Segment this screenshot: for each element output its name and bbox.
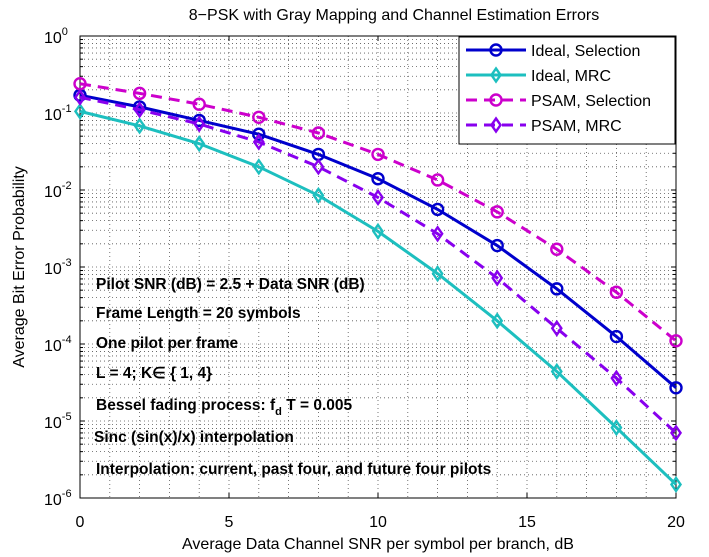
x-axis-label: Average Data Channel SNR per symbol per …: [182, 536, 574, 553]
x-tick-label: 15: [518, 514, 536, 531]
annotation-l-k: L = 4; K∈ { 1, 4}: [96, 365, 212, 382]
data-point: [192, 113, 206, 128]
data-point: [192, 97, 206, 111]
x-tick-label: 10: [369, 514, 387, 531]
data-point: [311, 126, 326, 140]
y-tick-label: 10-5: [44, 411, 72, 432]
data-point: [610, 369, 623, 387]
legend-marker: [489, 93, 503, 107]
series-line: [79, 93, 677, 389]
data-point: [371, 222, 385, 240]
legend-label: PSAM, Selection: [531, 93, 651, 110]
legend-marker: [489, 116, 503, 134]
data-point: [312, 158, 325, 176]
annotation-bessel: Bessel fading process: fd T = 0.005: [96, 397, 353, 418]
data-point: [669, 424, 683, 442]
series-4: [73, 88, 683, 442]
data-point: [252, 133, 265, 151]
legend-label: Ideal, MRC: [531, 68, 611, 85]
series-3: [73, 77, 683, 348]
data-point: [133, 101, 146, 119]
y-tick-label: 10-2: [44, 180, 72, 201]
series-line: [79, 95, 678, 435]
y-tick-label: 10-4: [44, 334, 72, 355]
chart-title: 8−PSK with Gray Mapping and Channel Esti…: [189, 7, 599, 24]
data-point: [73, 102, 87, 120]
data-point: [132, 86, 147, 101]
y-tick-label: 100: [44, 26, 68, 47]
series-line: [79, 82, 677, 342]
data-point: [252, 110, 266, 124]
data-point: [133, 117, 146, 135]
y-tick-label: 10-3: [44, 257, 72, 278]
legend-label: PSAM, MRC: [531, 118, 622, 135]
data-point: [669, 381, 683, 395]
data-point: [371, 172, 385, 186]
data-point: [193, 135, 206, 153]
data-point: [490, 238, 504, 253]
data-point: [252, 127, 266, 141]
legend-marker: [489, 66, 503, 84]
legend-marker: [489, 43, 503, 57]
data-point: [431, 225, 444, 243]
data-point: [491, 312, 504, 330]
data-point: [430, 173, 445, 187]
annotation-pilot-snr: Pilot SNR (dB) = 2.5 + Data SNR (dB): [96, 276, 365, 293]
data-point: [490, 205, 504, 219]
series-group: [73, 77, 683, 494]
annotation-pilot-per-frame: One pilot per frame: [96, 335, 238, 352]
data-point: [550, 319, 563, 337]
annotation-sinc: Sinc (sin(x)/x) interpolation: [94, 429, 294, 446]
x-tick-label: 0: [76, 514, 85, 531]
data-point: [610, 419, 623, 437]
data-point: [431, 265, 444, 283]
data-point: [669, 334, 683, 348]
annotation-box: Pilot SNR (dB) = 2.5 + Data SNR (dB) Fra…: [94, 276, 491, 478]
annotation-bessel-tail: T = 0.005: [282, 397, 353, 414]
data-point: [312, 186, 325, 205]
data-point: [371, 188, 385, 207]
data-point: [371, 147, 385, 162]
y-tick-label: 10-1: [44, 103, 72, 124]
y-tick-label: 10-6: [44, 488, 72, 509]
annotation-bessel-main: Bessel fading process: f: [96, 397, 276, 414]
data-point: [609, 285, 624, 299]
data-point: [193, 115, 206, 133]
annotation-bessel-sub: d: [275, 406, 282, 418]
data-point: [73, 88, 87, 106]
legend: Ideal, Selection Ideal, MRC PSAM, Selectio…: [458, 36, 676, 145]
series-line: [79, 109, 678, 486]
data-point: [550, 242, 564, 256]
data-point: [550, 362, 563, 381]
data-point: [669, 475, 683, 494]
series-1: [73, 88, 683, 395]
data-point: [430, 202, 445, 217]
data-point: [550, 282, 564, 296]
legend-label: Ideal, Selection: [531, 43, 640, 60]
x-tick-label: 5: [225, 514, 234, 531]
data-point: [252, 158, 265, 176]
data-point: [491, 269, 504, 287]
data-point: [609, 329, 624, 344]
y-axis-label: Average Bit Error Probability: [11, 166, 28, 368]
series-2: [73, 102, 683, 494]
annotation-frame-length: Frame Length = 20 symbols: [96, 305, 301, 322]
annotation-interpolation: Interpolation: current, past four, and f…: [96, 461, 491, 478]
x-tick-label: 20: [667, 514, 685, 531]
